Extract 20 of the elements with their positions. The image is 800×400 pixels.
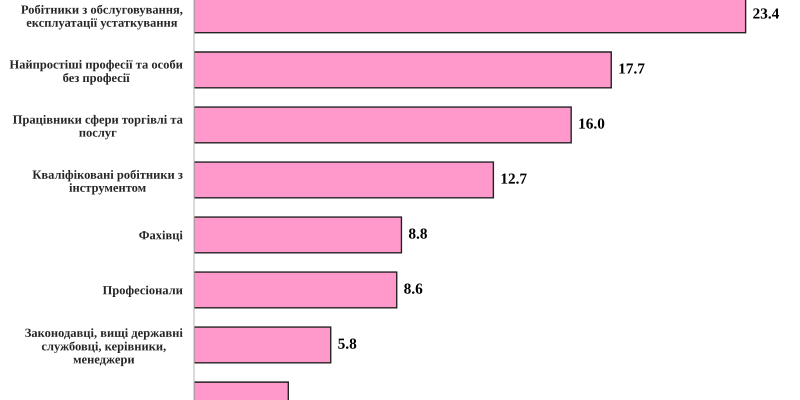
data-label: 12.7 xyxy=(502,173,527,184)
data-label: 16.0 xyxy=(579,118,604,129)
y-tick-label: Законодавці, вищі державні службовці, керівники, менеджери xyxy=(25,328,183,366)
data-label: 8.6 xyxy=(404,283,422,294)
bar xyxy=(194,216,402,254)
y-tick-label: Працівники сфери торгівлі та послуг xyxy=(12,114,183,140)
data-label: 5.8 xyxy=(338,338,356,349)
bar xyxy=(194,106,572,144)
data-label: 8.8 xyxy=(408,228,427,239)
y-tick-label: Фахівці xyxy=(139,230,183,242)
data-label: 17.7 xyxy=(619,63,645,74)
y-tick-label: Кваліфіковані робітники з інструментом xyxy=(32,170,183,194)
data-label: 23.4 xyxy=(753,8,780,19)
y-tick-label: Професіонали xyxy=(102,286,183,297)
bar xyxy=(194,326,332,364)
bar xyxy=(194,51,612,88)
y-tick-label: Робітники з обслуговування, експлуатації устаткування xyxy=(21,4,182,30)
y-tick-label: Найпростіші професії та особи без професії xyxy=(10,60,183,85)
bar xyxy=(194,271,398,309)
bar xyxy=(194,161,494,198)
